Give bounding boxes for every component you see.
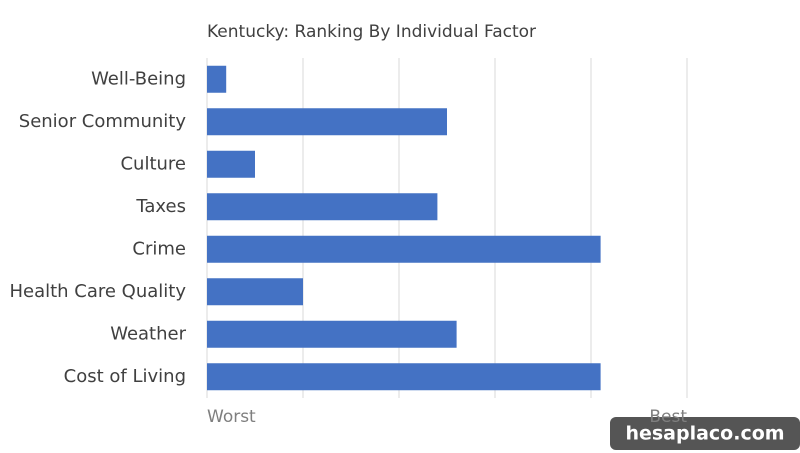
bar xyxy=(207,278,303,306)
y-tick-label: Crime xyxy=(132,238,186,259)
x-tick-label: Worst xyxy=(207,407,256,427)
watermark-box xyxy=(610,417,800,450)
chart-title: Kentucky: Ranking By Individual Factor xyxy=(207,22,536,42)
y-tick-label: Senior Community xyxy=(19,111,187,132)
y-tick-label: Well-Being xyxy=(91,68,186,89)
bar xyxy=(207,65,227,93)
y-tick-label: Weather xyxy=(110,323,186,344)
bar xyxy=(207,363,601,391)
bar xyxy=(207,320,457,348)
y-tick-label: Health Care Quality xyxy=(9,281,186,302)
bar xyxy=(207,235,601,263)
bar xyxy=(207,193,438,221)
watermark: hesaplaco.com xyxy=(625,423,784,445)
y-tick-label: Cost of Living xyxy=(64,366,186,387)
bar xyxy=(207,150,255,178)
bar xyxy=(207,108,447,136)
x-tick-label: Best xyxy=(649,407,687,427)
y-tick-label: Taxes xyxy=(135,196,186,217)
y-tick-label: Culture xyxy=(120,153,186,174)
